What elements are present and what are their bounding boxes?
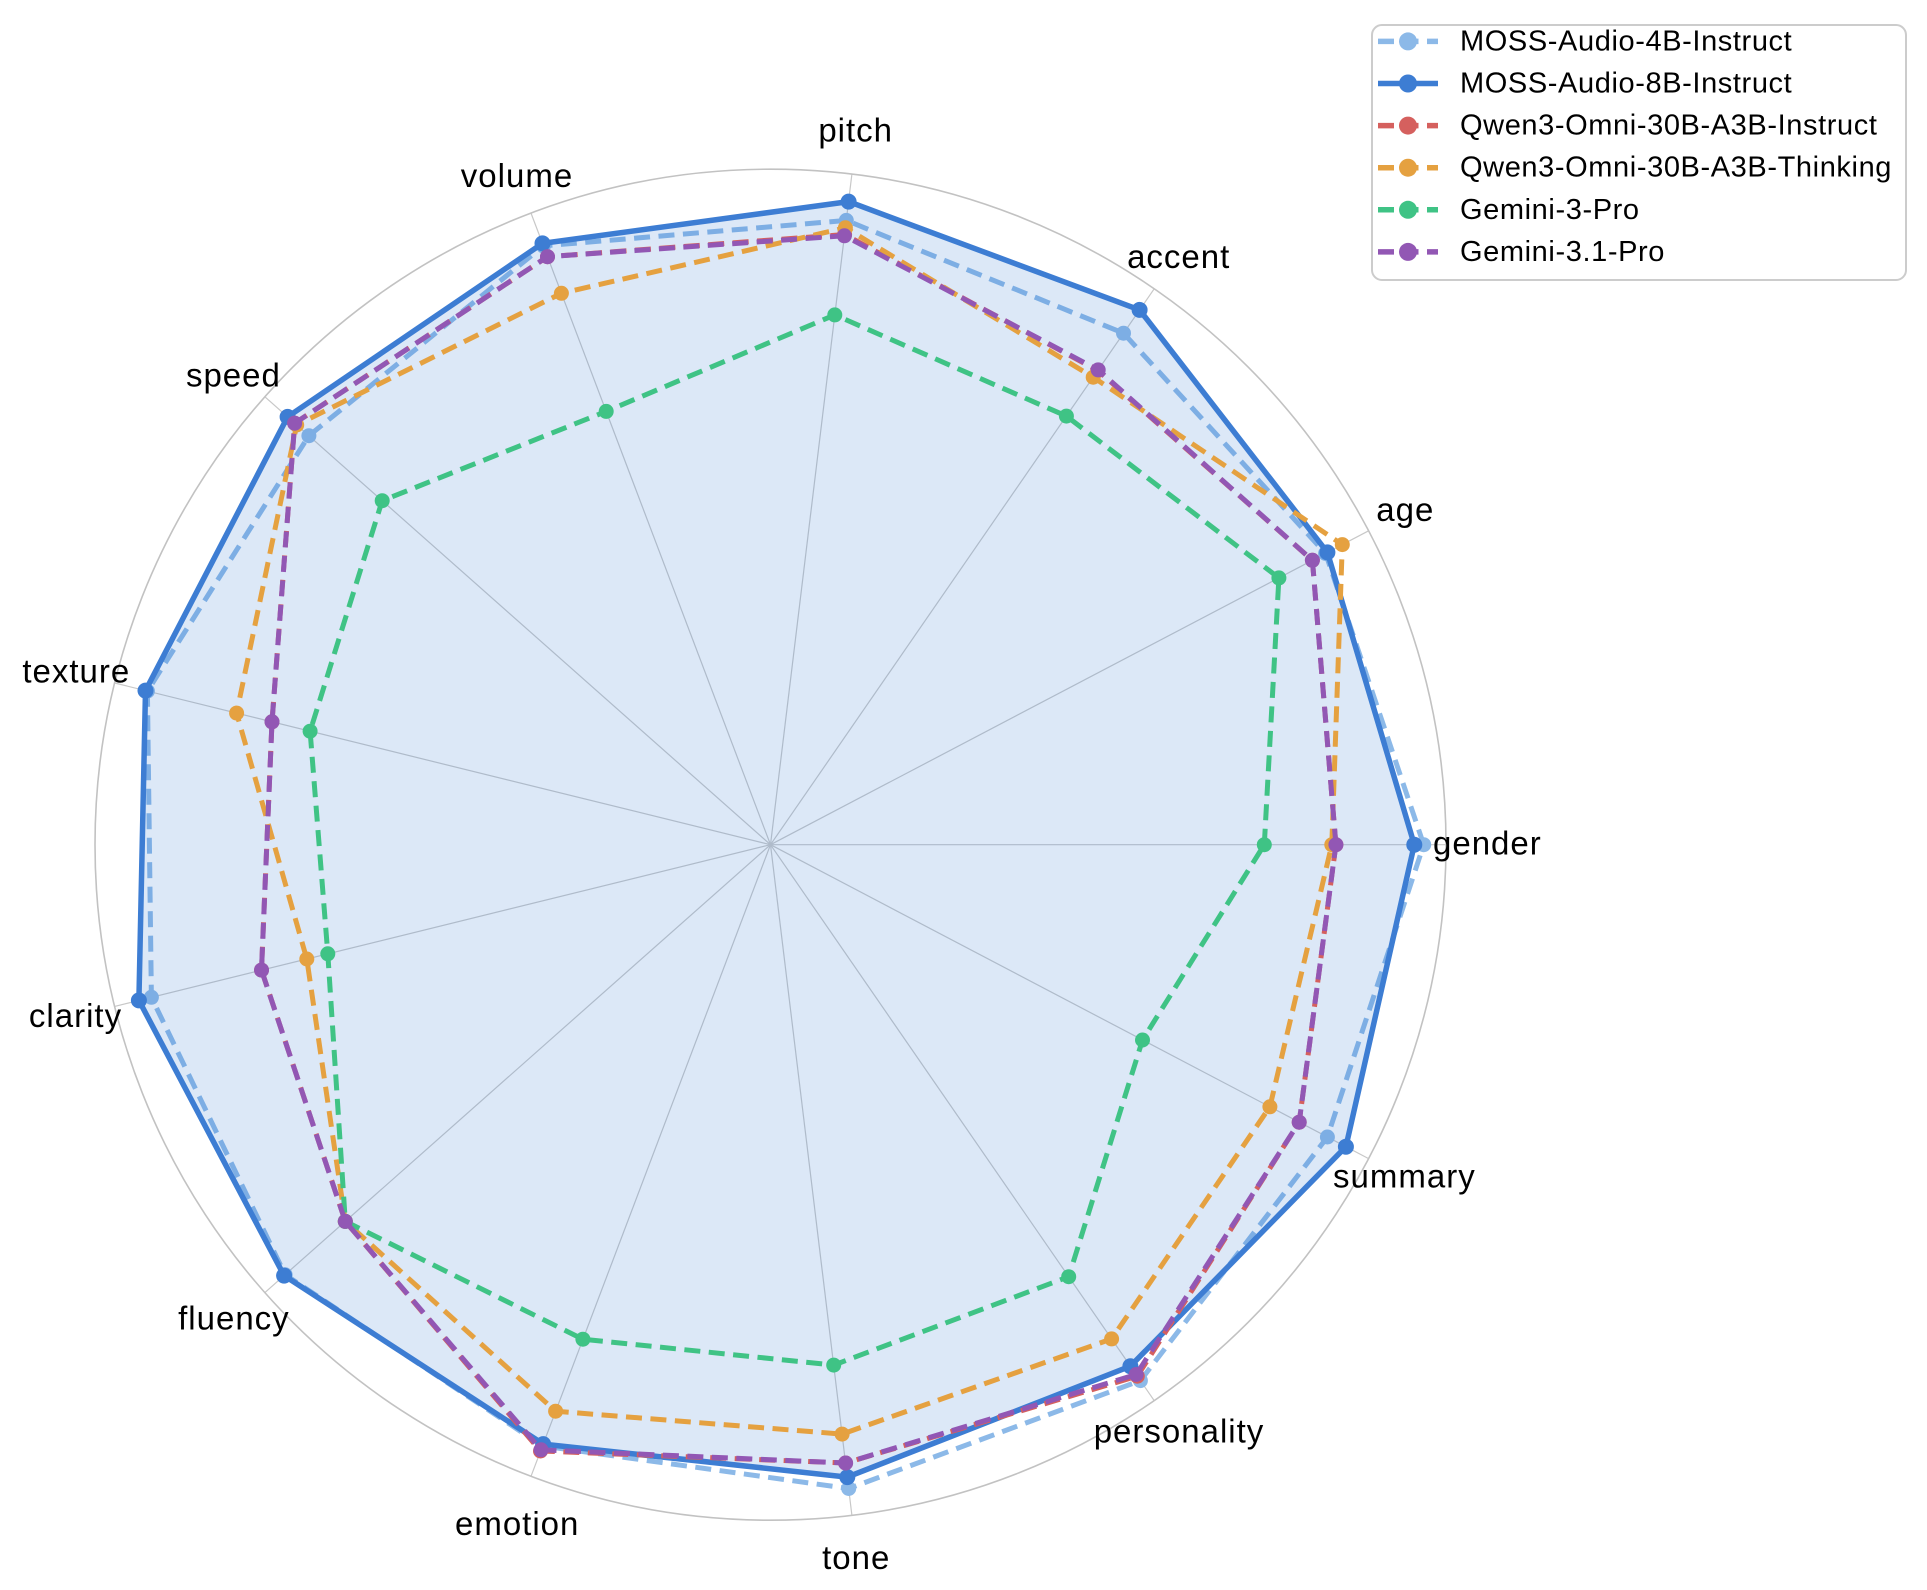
svg-text:volume: volume — [461, 157, 573, 194]
svg-text:Gemini-3-Pro: Gemini-3-Pro — [1460, 194, 1640, 226]
svg-text:Qwen3-Omni-30B-A3B-Thinking: Qwen3-Omni-30B-A3B-Thinking — [1460, 152, 1892, 184]
svg-text:Qwen3-Omni-30B-A3B-Instruct: Qwen3-Omni-30B-A3B-Instruct — [1460, 110, 1878, 142]
svg-text:emotion: emotion — [455, 1505, 579, 1542]
svg-text:fluency: fluency — [178, 1300, 290, 1337]
svg-text:pitch: pitch — [818, 112, 893, 149]
svg-text:MOSS-Audio-8B-Instruct: MOSS-Audio-8B-Instruct — [1460, 68, 1792, 100]
svg-text:personality: personality — [1094, 1412, 1265, 1449]
svg-text:speed: speed — [186, 357, 281, 394]
svg-text:texture: texture — [22, 653, 130, 690]
svg-text:clarity: clarity — [29, 997, 122, 1034]
svg-text:gender: gender — [1433, 825, 1542, 862]
svg-text:Gemini-3.1-Pro: Gemini-3.1-Pro — [1460, 236, 1665, 268]
svg-text:MOSS-Audio-4B-Instruct: MOSS-Audio-4B-Instruct — [1460, 25, 1792, 57]
svg-text:accent: accent — [1127, 238, 1230, 275]
svg-text:age: age — [1376, 491, 1434, 528]
svg-text:summary: summary — [1333, 1158, 1476, 1195]
svg-text:tone: tone — [822, 1539, 890, 1576]
